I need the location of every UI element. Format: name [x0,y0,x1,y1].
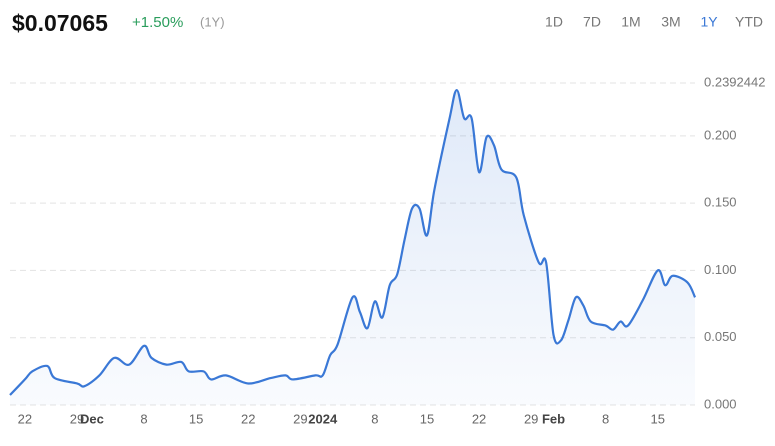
y-tick-label: 0.2392442 [704,74,765,89]
y-tick-label: 0.100 [704,262,737,277]
x-tick-label: 8 [140,411,147,426]
x-tick-label: 15 [420,411,434,426]
x-tick-label: 29 [293,411,307,426]
range-button[interactable]: 1M [621,14,640,30]
price-change: +1.50% [132,14,183,31]
range-button[interactable]: 7D [583,14,601,30]
x-tick-label: 2024 [308,411,338,426]
x-tick-label: Feb [542,411,565,426]
price-line [9,88,697,396]
x-tick-label: 22 [18,411,32,426]
y-tick-label: 0.150 [704,195,737,210]
range-button[interactable]: 1Y [700,14,718,30]
x-tick-label: 8 [371,411,378,426]
range-button[interactable]: 3M [661,14,680,30]
x-tick-label: 22 [472,411,486,426]
range-button[interactable]: YTD [735,14,763,30]
period: (1Y) [200,14,225,29]
x-tick-label: 22 [241,411,255,426]
y-tick-label: 0.000 [704,396,737,411]
price: $0.07065 [12,10,108,36]
y-tick-label: 0.200 [704,127,737,142]
x-tick-label: 29 [70,411,84,426]
range-button[interactable]: 1D [545,14,563,30]
x-tick-label: 8 [602,411,609,426]
x-tick-label: 15 [651,411,665,426]
area-fill [10,90,695,406]
x-tick-label: 29 [524,411,538,426]
x-tick-label: 15 [189,411,203,426]
x-tick-label: Dec [80,411,104,426]
y-tick-label: 0.050 [704,329,737,344]
